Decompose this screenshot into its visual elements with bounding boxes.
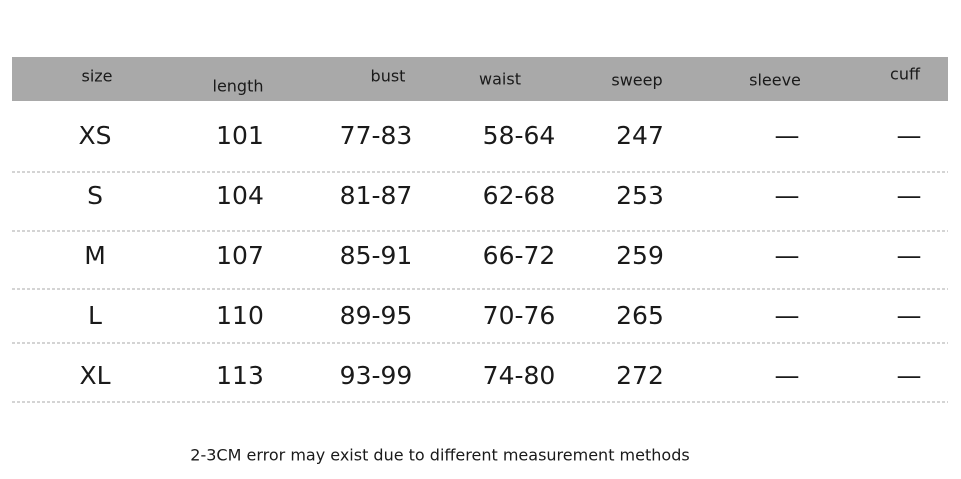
table-cell: 93-99 [340,361,413,390]
table-cell: — [775,241,800,270]
header-bar [12,57,948,101]
table-cell: — [897,181,922,210]
header-cell: cuff [890,65,921,84]
table-cell: 253 [616,181,664,210]
table-cell: — [897,361,922,390]
table-cell: — [897,121,922,150]
table-cell: 81-87 [340,181,413,210]
footnote: 2-3CM error may exist due to different m… [190,446,689,465]
table-cell: 247 [616,121,664,150]
table-cell: 104 [216,181,264,210]
table-cell: 85-91 [340,241,413,270]
header-cell: waist [479,70,521,89]
table-cell: 58-64 [483,121,556,150]
table-cell: 113 [216,361,264,390]
table-cell: 89-95 [340,301,413,330]
table-cell: 66-72 [483,241,556,270]
table-cell: 77-83 [340,121,413,150]
header-cell: size [81,67,112,86]
table-cell: — [897,241,922,270]
table-cell: M [84,241,106,270]
table-cell: — [775,301,800,330]
table-cell: — [897,301,922,330]
header-cell: length [213,77,264,96]
table-cell: — [775,181,800,210]
table-cell: L [88,301,102,330]
table-cell: 70-76 [483,301,556,330]
header-cell: bust [371,67,406,86]
header-cell: sweep [611,71,662,90]
table-cell: 74-80 [483,361,556,390]
table-cell: 110 [216,301,264,330]
table-cell: XL [79,361,110,390]
header-cell: sleeve [749,71,801,90]
table-cell: 272 [616,361,664,390]
table-cell: 101 [216,121,264,150]
table-cell: 107 [216,241,264,270]
table-cell: — [775,361,800,390]
table-cell: XS [79,121,112,150]
table-cell: — [775,121,800,150]
table-cell: 62-68 [483,181,556,210]
table-cell: 259 [616,241,664,270]
table-cell: S [87,181,103,210]
table-cell: 265 [616,301,664,330]
